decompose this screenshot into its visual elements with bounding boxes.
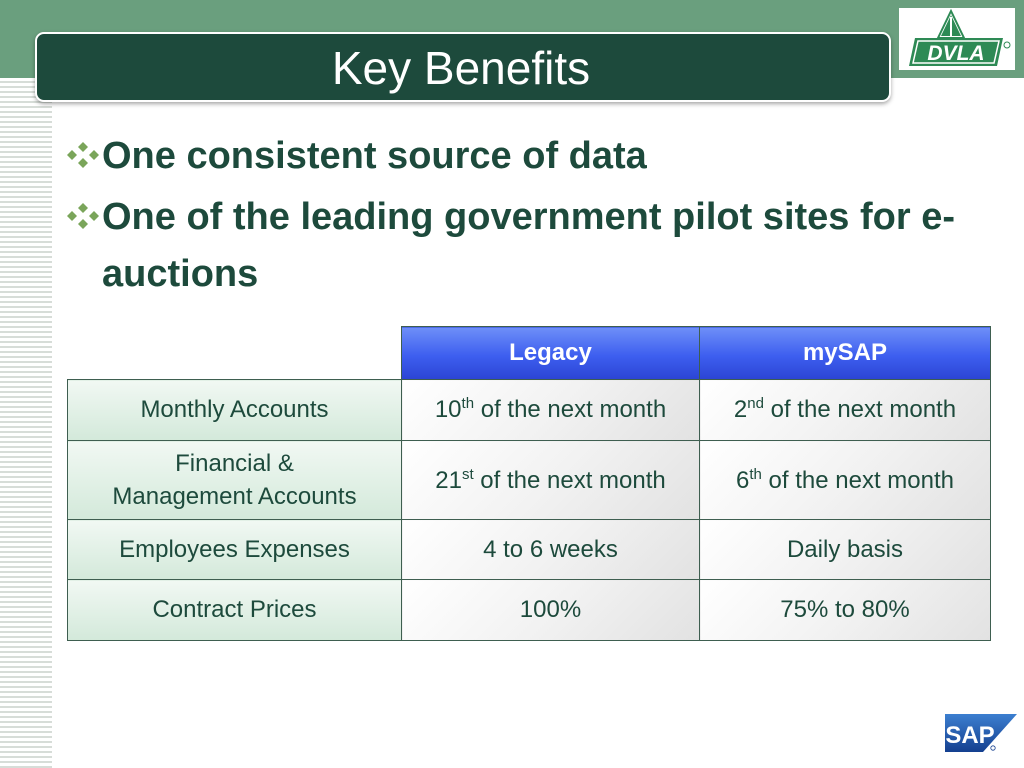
row-label: Monthly Accounts xyxy=(67,379,402,441)
legacy-cell: 100% xyxy=(401,579,700,641)
title-bar: Key Benefits xyxy=(35,32,891,102)
dvla-logo-graphic: DVLA xyxy=(909,8,1011,66)
bullet-text: One consistent source of data xyxy=(102,135,647,177)
table-header-row: Legacy mySAP xyxy=(68,326,991,380)
row-label: Contract Prices xyxy=(67,579,402,641)
sap-logo-graphic: SAP xyxy=(945,714,1017,752)
legacy-cell: 10th of the next month xyxy=(401,379,700,441)
bullet-text: One of the leading government pilot site… xyxy=(102,196,955,295)
legacy-cell: 21st of the next month xyxy=(401,440,700,520)
mysap-cell: 2nd of the next month xyxy=(699,379,991,441)
sap-logo: SAP xyxy=(945,714,1017,752)
diamond-bullet-icon xyxy=(67,142,99,168)
sap-logo-text: SAP xyxy=(945,722,994,749)
bullet-list: One consistent source of data One of the… xyxy=(66,128,966,307)
table-row: Contract Prices 100% 75% to 80% xyxy=(67,579,991,641)
bullet-item: One of the leading government pilot site… xyxy=(66,189,966,303)
mysap-cell: 6th of the next month xyxy=(699,440,991,520)
bullet-item: One consistent source of data xyxy=(66,128,966,185)
left-stripe-decoration xyxy=(0,78,52,768)
row-label: Employees Expenses xyxy=(67,519,402,580)
table-row: Employees Expenses 4 to 6 weeks Daily ba… xyxy=(67,519,991,580)
diamond-bullet-icon xyxy=(67,203,99,229)
legacy-cell: 4 to 6 weeks xyxy=(401,519,700,580)
table-row: Financial & Management Accounts 21st of t… xyxy=(67,440,991,520)
mysap-cell: Daily basis xyxy=(699,519,991,580)
table-row: Monthly Accounts 10th of the next month … xyxy=(67,379,991,441)
mysap-cell: 75% to 80% xyxy=(699,579,991,641)
row-label: Financial & Management Accounts xyxy=(67,440,402,520)
dvla-logo-text: DVLA xyxy=(927,42,984,65)
comparison-table: Legacy mySAP Monthly Accounts 10th of th… xyxy=(67,326,991,641)
dvla-logo: DVLA xyxy=(899,8,1015,70)
column-header-mysap: mySAP xyxy=(699,326,991,380)
column-header-legacy: Legacy xyxy=(401,326,700,380)
slide-title: Key Benefits xyxy=(331,42,591,94)
table-corner-empty xyxy=(68,327,402,380)
